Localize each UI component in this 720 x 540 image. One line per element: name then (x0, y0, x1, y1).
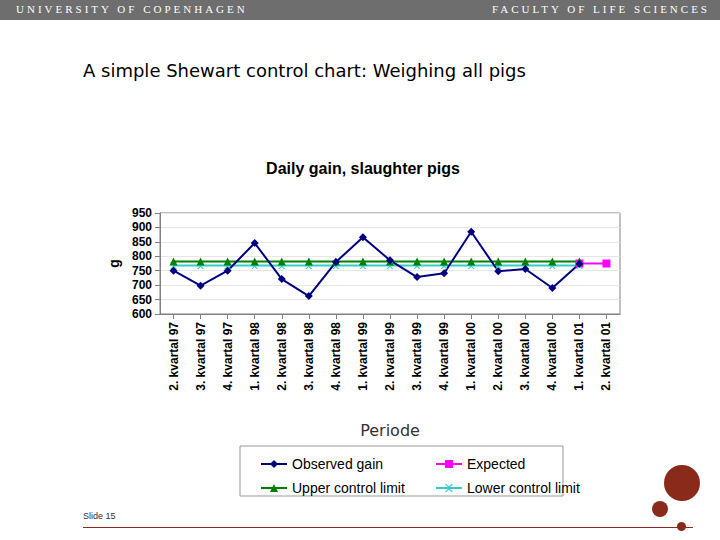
svg-text:3. kvartal 99: 3. kvartal 99 (410, 322, 424, 391)
svg-text:Daily gain, slaughter pigs: Daily gain, slaughter pigs (266, 160, 460, 177)
html-text:A simple Shewart control chart: A simple Shewart control chart: Weighing… (83, 60, 526, 81)
svg-text:800: 800 (132, 249, 152, 263)
svg-text:Lower control limit: Lower control limit (467, 480, 580, 496)
svg-text:Observed gain: Observed gain (292, 456, 383, 472)
svg-text:3. kvartal 97: 3. kvartal 97 (194, 322, 208, 391)
html-text:UNIVERSITY OF COPENHAGEN: UNIVERSITY OF COPENHAGEN (16, 3, 248, 15)
svg-text:Periode: Periode (360, 421, 420, 440)
svg-text:1. kvartal 99: 1. kvartal 99 (356, 322, 370, 391)
svg-text:4. kvartal 98: 4. kvartal 98 (329, 322, 343, 391)
svg-text:g: g (106, 259, 122, 268)
svg-text:2. kvartal 99: 2. kvartal 99 (383, 322, 397, 391)
html-text:Slide 15: Slide 15 (83, 511, 116, 521)
svg-text:4. kvartal 00: 4. kvartal 00 (545, 322, 559, 391)
svg-text:4. kvartal 97: 4. kvartal 97 (221, 322, 235, 391)
svg-text:Expected: Expected (467, 456, 525, 472)
svg-text:1. kvartal 98: 1. kvartal 98 (248, 322, 262, 391)
svg-text:3. kvartal 00: 3. kvartal 00 (518, 322, 532, 391)
svg-text:1. kvartal 01: 1. kvartal 01 (572, 322, 586, 391)
svg-text:700: 700 (132, 278, 152, 292)
svg-text:1. kvartal 00: 1. kvartal 00 (464, 322, 478, 391)
svg-text:3. kvartal 98: 3. kvartal 98 (302, 322, 316, 391)
svg-text:750: 750 (132, 264, 152, 278)
svg-text:2. kvartal 97: 2. kvartal 97 (167, 322, 181, 391)
svg-text:650: 650 (132, 293, 152, 307)
svg-text:2. kvartal 01: 2. kvartal 01 (599, 322, 613, 391)
html-text:FACULTY OF LIFE SCIENCES: FACULTY OF LIFE SCIENCES (492, 3, 710, 15)
svg-text:900: 900 (132, 220, 152, 234)
svg-text:600: 600 (132, 307, 152, 321)
svg-text:2. kvartal 00: 2. kvartal 00 (491, 322, 505, 391)
svg-text:4. kvartal 99: 4. kvartal 99 (437, 322, 451, 391)
svg-text:950: 950 (132, 206, 152, 220)
svg-text:2. kvartal 98: 2. kvartal 98 (275, 322, 289, 391)
svg-text:Upper control limit: Upper control limit (292, 480, 405, 496)
svg-text:850: 850 (132, 235, 152, 249)
